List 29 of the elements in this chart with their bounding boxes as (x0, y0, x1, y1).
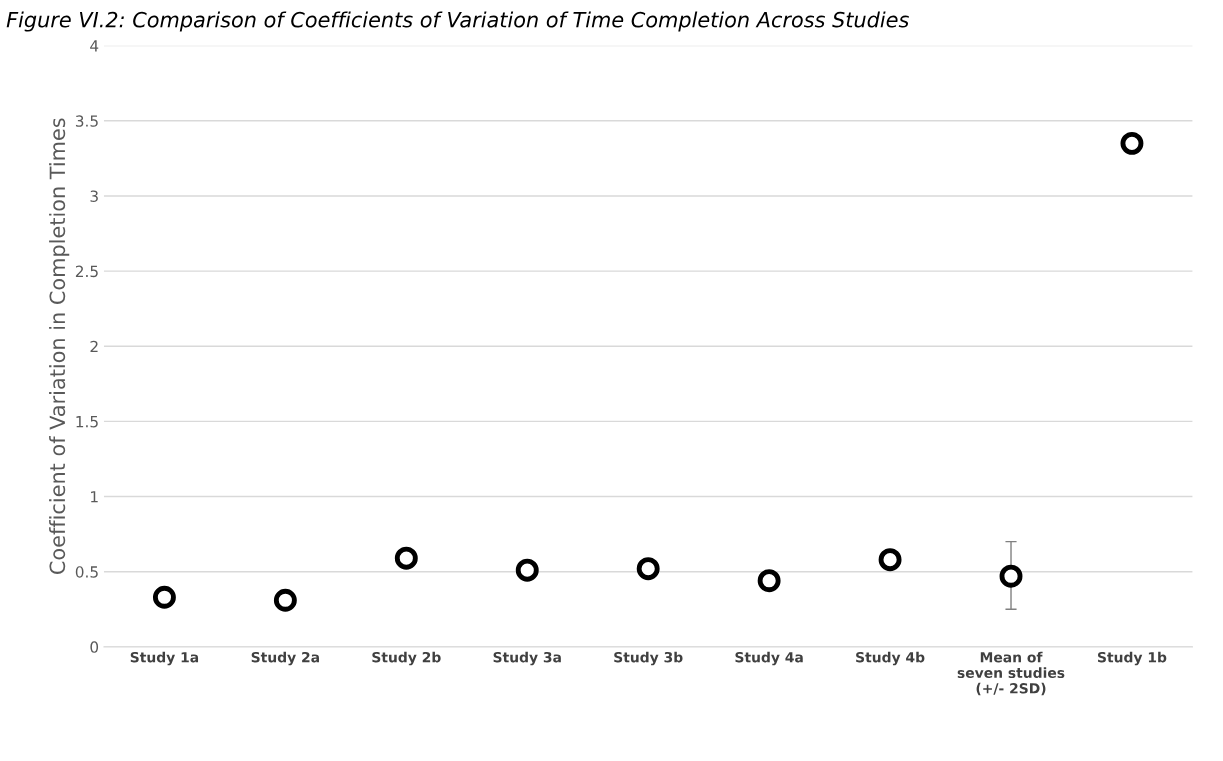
y-tick-label: 2.5 (75, 265, 98, 278)
y-tick-label: 1.5 (76, 416, 98, 428)
y-tick-label: 1 (91, 491, 98, 503)
x-tick-label: Study 2b (372, 651, 441, 666)
x-tick-label: Study 4a (735, 651, 803, 666)
x-tick-label: Study 3b (614, 651, 683, 666)
x-tick-label: Study 3a (493, 651, 561, 666)
point (515, 558, 539, 582)
x-tick-label: Mean of seven studies (+/- 2SD) (957, 651, 1065, 696)
x-tick-label: Study 2a (251, 651, 319, 666)
x-tick-label: Study 4b (856, 651, 925, 666)
y-tick-label: 0.5 (75, 566, 98, 578)
y-axis-title: Coefficient of Variation in Completion Times (49, 118, 70, 574)
point (273, 588, 297, 612)
y-tick-label: 3 (90, 190, 98, 202)
y-tick-label: 4 (90, 40, 99, 52)
y-tick-label: 3.5 (75, 115, 98, 127)
x-tick-label: Study 1a (130, 651, 199, 666)
point (878, 548, 902, 572)
chart-title: Figure VI.2: Comparison of Coefficients of Variation of Time Completion Across Studies (6, 11, 909, 32)
y-tick-label: 2 (90, 340, 98, 353)
point (636, 557, 660, 581)
point (1120, 131, 1144, 155)
point (152, 585, 176, 609)
x-tick-label: Study 1b (1097, 651, 1167, 666)
point (394, 546, 418, 570)
point (999, 564, 1023, 588)
point (757, 569, 781, 593)
y-tick-label: 0 (90, 641, 99, 653)
